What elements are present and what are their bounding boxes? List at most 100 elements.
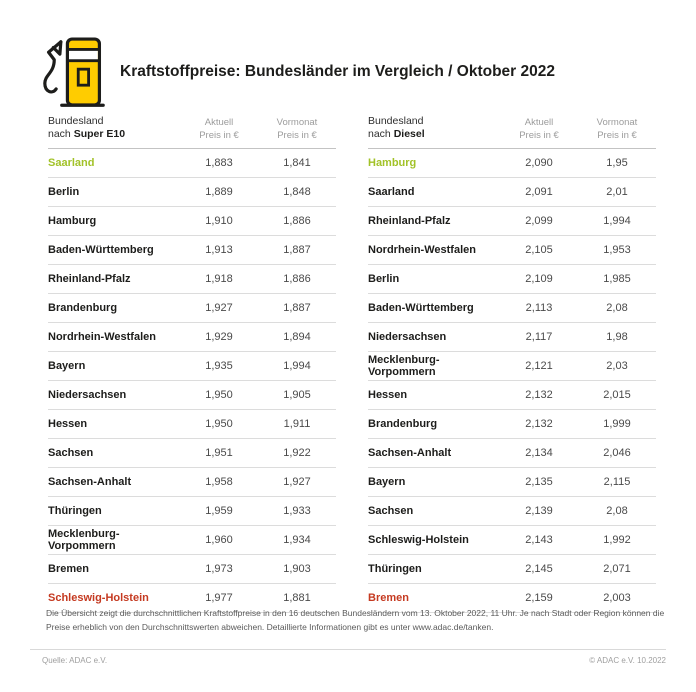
- table-row: Baden-Württemberg 2,113 2,08: [368, 293, 656, 323]
- table-row: Schleswig-Holstein 2,143 1,992: [368, 525, 656, 555]
- aktuell-price: 1,950: [180, 409, 258, 439]
- vormonat-price: 2,003: [578, 583, 656, 613]
- state-name: Berlin: [48, 177, 180, 207]
- aktuell-price: 1,927: [180, 293, 258, 323]
- vormonat-price: 1,934: [258, 525, 336, 555]
- aktuell-price: 2,117: [500, 322, 578, 352]
- state-name: Sachsen-Anhalt: [48, 467, 180, 497]
- table-row: Brandenburg 1,927 1,887: [48, 293, 336, 323]
- table-row: Bayern 1,935 1,994: [48, 351, 336, 381]
- aktuell-price: 1,913: [180, 235, 258, 265]
- vormonat-price: 1,848: [258, 177, 336, 207]
- table-row: Berlin 2,109 1,985: [368, 264, 656, 294]
- table-row: Bayern 2,135 2,115: [368, 467, 656, 497]
- state-name: Sachsen: [368, 496, 500, 526]
- vormonat-price: 2,03: [578, 351, 656, 381]
- vormonat-price: 2,015: [578, 380, 656, 410]
- price-tables: Bundesland nach Super E10 Aktuell Preis …: [48, 112, 656, 613]
- aktuell-price: 1,951: [180, 438, 258, 468]
- aktuell-price: 1,883: [180, 148, 258, 178]
- state-name: Saarland: [48, 148, 180, 178]
- table-row: Saarland 1,883 1,841: [48, 148, 336, 178]
- aktuell-price: 2,143: [500, 525, 578, 555]
- state-name: Mecklenburg-Vorpommern: [48, 525, 180, 555]
- state-name: Baden-Württemberg: [48, 235, 180, 265]
- aktuell-price: 1,889: [180, 177, 258, 207]
- table-super-e10-head: Bundesland nach Super E10 Aktuell Preis …: [48, 112, 336, 149]
- table-row: Schleswig-Holstein 1,977 1,881: [48, 583, 336, 613]
- vormonat-price: 1,905: [258, 380, 336, 410]
- state-name: Bayern: [48, 351, 180, 381]
- footer: Quelle: ADAC e.V. © ADAC e.V. 10.2022: [42, 656, 666, 665]
- table-row: Saarland 2,091 2,01: [368, 177, 656, 207]
- state-name: Bayern: [368, 467, 500, 497]
- state-name: Bremen: [368, 583, 500, 613]
- vormonat-price: 1,992: [578, 525, 656, 555]
- col-vormonat-header: Vormonat Preis in €: [258, 112, 336, 149]
- vormonat-price: 1,903: [258, 554, 336, 584]
- vormonat-price: 1,887: [258, 235, 336, 265]
- fuel-row: nach Super E10: [48, 128, 126, 141]
- vormonat-price: 1,98: [578, 322, 656, 352]
- table-row: Nordrhein-Westfalen 2,105 1,953: [368, 235, 656, 265]
- state-name: Thüringen: [48, 496, 180, 526]
- table-row: Mecklenburg-Vorpommern 1,960 1,934: [48, 525, 336, 555]
- fuel-type-label: Diesel: [393, 128, 425, 141]
- col-aktuell-header: Aktuell Preis in €: [500, 112, 578, 149]
- vormonat-price: 1,933: [258, 496, 336, 526]
- table-row: Mecklenburg-Vorpommern 2,121 2,03: [368, 351, 656, 381]
- aktuell-price: 1,910: [180, 206, 258, 236]
- aktuell-price: 2,091: [500, 177, 578, 207]
- state-name: Hamburg: [368, 148, 500, 178]
- footnote-line-1: Die Übersicht zeigt die durchschnittlich…: [46, 608, 665, 618]
- table-super-e10: Bundesland nach Super E10 Aktuell Preis …: [48, 112, 336, 613]
- table-row: Nordrhein-Westfalen 1,929 1,894: [48, 322, 336, 352]
- state-name: Saarland: [368, 177, 500, 207]
- state-name: Brandenburg: [48, 293, 180, 323]
- state-name: Nordrhein-Westfalen: [48, 322, 180, 352]
- aktuell-price: 2,135: [500, 467, 578, 497]
- table-row: Niedersachsen 1,950 1,905: [48, 380, 336, 410]
- bundesland-label: Bundesland: [368, 114, 424, 127]
- aktuell-price: 1,960: [180, 525, 258, 555]
- aktuell-price: 2,113: [500, 293, 578, 323]
- table-row: Rheinland-Pfalz 1,918 1,886: [48, 264, 336, 294]
- vormonat-price: 2,115: [578, 467, 656, 497]
- aktuell-price: 1,958: [180, 467, 258, 497]
- copyright-label: © ADAC e.V. 10.2022: [589, 656, 666, 665]
- table-row: Rheinland-Pfalz 2,099 1,994: [368, 206, 656, 236]
- state-name: Hessen: [368, 380, 500, 410]
- vormonat-price: 1,886: [258, 206, 336, 236]
- aktuell-price: 2,132: [500, 380, 578, 410]
- aktuell-price: 1,935: [180, 351, 258, 381]
- aktuell-price: 2,134: [500, 438, 578, 468]
- aktuell-price: 2,121: [500, 351, 578, 381]
- state-name: Bremen: [48, 554, 180, 584]
- vormonat-price: 2,071: [578, 554, 656, 584]
- vormonat-price: 2,046: [578, 438, 656, 468]
- header: Kraftstoffpreise: Bundesländer im Vergle…: [42, 34, 555, 110]
- vormonat-price: 1,881: [258, 583, 336, 613]
- vormonat-price: 1,994: [258, 351, 336, 381]
- state-name: Niedersachsen: [48, 380, 180, 410]
- footer-divider: [30, 649, 666, 650]
- fuel-type-label: Super E10: [73, 128, 126, 141]
- vormonat-price: 1,886: [258, 264, 336, 294]
- bundesland-label: Bundesland: [48, 114, 104, 127]
- table-row: Berlin 1,889 1,848: [48, 177, 336, 207]
- state-name: Thüringen: [368, 554, 500, 584]
- table-row: Hamburg 1,910 1,886: [48, 206, 336, 236]
- aktuell-price: 2,145: [500, 554, 578, 584]
- table-diesel-head: Bundesland nach Diesel Aktuell Preis in …: [368, 112, 656, 149]
- table-row: Bremen 1,973 1,903: [48, 554, 336, 584]
- table-row: Thüringen 1,959 1,933: [48, 496, 336, 526]
- state-name: Hessen: [48, 409, 180, 439]
- vormonat-price: 1,994: [578, 206, 656, 236]
- aktuell-price: 1,918: [180, 264, 258, 294]
- aktuell-price: 1,950: [180, 380, 258, 410]
- fuel-row: nach Diesel: [368, 128, 425, 141]
- vormonat-price: 1,999: [578, 409, 656, 439]
- aktuell-price: 2,099: [500, 206, 578, 236]
- aktuell-price: 2,159: [500, 583, 578, 613]
